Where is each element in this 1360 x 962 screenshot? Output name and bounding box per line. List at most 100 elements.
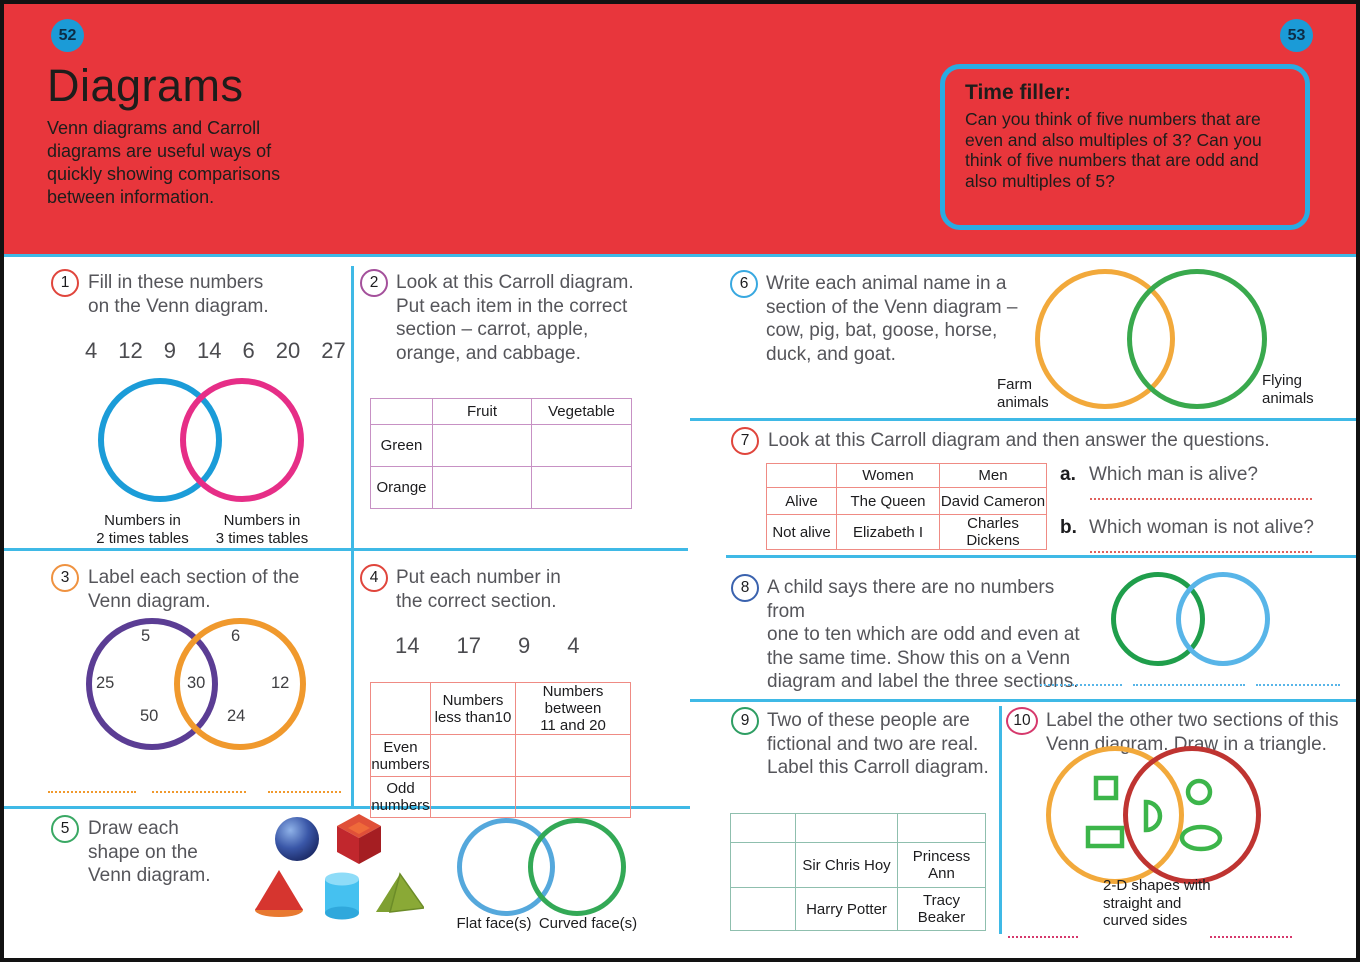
q9-carroll-table: Sir Chris Hoy Princess Ann Harry Potter … [730,813,986,931]
q1-num: 4 [85,338,98,363]
q9-col-header-blank [795,813,898,843]
q8-answer-line [1256,684,1340,686]
q2-text: Look at this Carroll diagram. Put each i… [396,272,634,364]
q5-shape-group [255,814,424,920]
q2-col-header: Fruit [432,398,532,425]
q7-row-header: Not alive [766,514,837,550]
q1-venn-right-circle [180,378,304,502]
q3-num-right-top: 6 [231,627,241,645]
q2-carroll-table: Fruit Vegetable Green Orange [370,398,632,509]
q6-label-right: Flying animals [1262,372,1314,407]
q1-num: 9 [163,338,176,363]
q8-venn-right-circle [1176,572,1270,666]
q2-answer-cell [432,466,532,509]
q4-cell-blank [370,682,431,735]
q1-number-badge: 1 [51,269,79,297]
q2-answer-cell [531,424,632,467]
q7-col-header: Women [836,463,940,488]
cone-icon [255,870,303,917]
semicircle-icon [1143,799,1163,833]
header-divider [4,254,1356,257]
q4-text: Put each number in the correct section. [396,567,561,612]
divider-left-row1 [4,548,688,551]
q4-number-list: 14 17 9 4 [395,633,579,659]
q7a-answer-line [1090,498,1312,500]
header-band [4,4,1356,254]
cube-icon [337,814,381,864]
q8-number-badge: 8 [731,574,759,602]
page-number-left: 52 [51,19,84,52]
q6-venn-right-circle [1127,269,1267,409]
q7-cell: Elizabeth I [836,514,940,550]
q9-cell: Princess Ann [897,842,986,888]
q9-cell-blank [730,813,796,843]
q2-answer-cell [432,424,532,467]
q9-row-header-blank [730,887,796,931]
q9-cell: Sir Chris Hoy [795,842,898,888]
q10-shape-group [1085,775,1223,852]
ellipse-icon [1179,824,1223,852]
q7-number-badge: 7 [731,427,759,455]
q3-num-left-mid: 25 [96,674,115,692]
q9-cell: Harry Potter [795,887,898,931]
q7-cell: Charles Dickens [939,514,1047,550]
q4-num: 4 [567,633,580,658]
q7-col-header: Men [939,463,1047,488]
q4-num: 14 [395,633,420,658]
divider-right-column [999,706,1002,934]
q2-number-badge: 2 [360,269,388,297]
q7-text: Look at this Carroll diagram and then an… [768,430,1270,451]
q9-text: Two of these people are fictional and tw… [767,710,989,778]
q10-text: Label the other two sections of this Ven… [1046,710,1339,755]
q4-carroll-table: Numbers less than10 Numbers between 11 a… [370,682,631,818]
page-title: Diagrams [47,60,244,111]
q4-answer-cell [515,734,631,777]
q3-answer-line [152,791,246,793]
q4-row-header: Odd numbers [370,776,431,818]
q2-row-header: Green [370,424,433,467]
q10-answer-line [1008,936,1078,938]
q4-num: 17 [456,633,481,658]
q3-num-left-top: 5 [141,627,151,645]
square-icon [1093,775,1119,801]
q4-num: 9 [517,633,531,658]
q5-text: Draw each shape on the Venn diagram. [88,818,211,886]
divider-left-column [351,266,354,806]
q1-num: 14 [196,338,222,363]
q9-col-header-blank [897,813,986,843]
q7-cell: The Queen [836,487,940,515]
q6-number-badge: 6 [730,270,758,298]
page-number-right: 53 [1280,19,1313,52]
q10-number-badge: 10 [1006,707,1038,735]
q7a-text: Which man is alive? [1089,464,1258,485]
divider-right-row2 [726,555,1356,558]
q1-text: Fill in these numbers on the Venn diagra… [88,272,269,317]
q2-row-header: Orange [370,466,433,509]
q7-cell-blank [766,463,837,488]
q2-answer-cell [531,466,632,509]
q3-answer-line [268,791,341,793]
q3-num-right-bottom: 24 [227,707,246,725]
q8-text: A child says there are no numbers from o… [767,577,1080,692]
q9-number-badge: 9 [731,707,759,735]
time-filler-title: Time filler: [965,81,1071,104]
q6-text: Write each animal name in a section of t… [766,273,1018,365]
q1-label-left: Numbers in 2 times tables [96,512,189,547]
q10-venn-right-circle [1123,746,1261,884]
q3-number-badge: 3 [51,564,79,592]
sphere-icon [275,817,319,861]
q7b-label: b. [1060,517,1077,538]
q4-col-header: Numbers between 11 and 20 [515,682,631,735]
divider-right-row1 [690,418,1356,421]
q6-label-left: Farm animals [997,376,1049,411]
q7b-text: Which woman is not alive? [1089,517,1314,538]
q8-answer-line [1040,684,1122,686]
divider-left-row2 [4,806,690,809]
q8-answer-line [1133,684,1245,686]
cylinder-icon [325,872,359,920]
q7b-answer-line [1090,551,1312,553]
circle-icon [1185,778,1213,806]
q3-num-right-mid: 12 [271,674,290,692]
q3-num-intersection: 30 [187,674,206,692]
